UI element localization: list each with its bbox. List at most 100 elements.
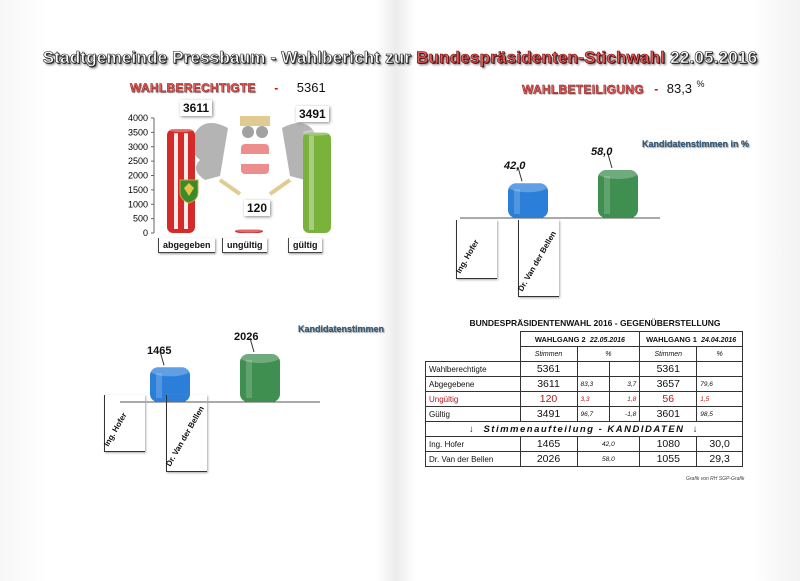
round2-diff: 1,8 bbox=[609, 391, 641, 407]
round1-votes: 56 bbox=[639, 391, 698, 407]
round2-pct: 3,3 bbox=[576, 391, 611, 407]
y-tick-label: 4000 bbox=[128, 113, 148, 123]
austrian-coat-of-arms-icon bbox=[191, 116, 319, 196]
chart-votes-title: Kandidatenstimmen bbox=[298, 324, 385, 334]
table-footer-note: Grafik von RH SGP-Grafik bbox=[686, 476, 745, 482]
y-tick-label: 3500 bbox=[128, 127, 148, 137]
table-row: Abgegebene 3611 83,3 3,7 3657 79,6 bbox=[425, 376, 743, 392]
eligible-separator: - bbox=[274, 81, 279, 95]
round2-votes-header: Stimmen bbox=[519, 346, 578, 362]
y-tick-label: 2000 bbox=[128, 171, 148, 181]
round2-pct: 96,7 bbox=[576, 406, 611, 422]
round1-pct: 29,3 bbox=[696, 451, 743, 467]
candidate-votes-chart bbox=[120, 337, 320, 403]
round2-votes: 1465 bbox=[519, 436, 578, 452]
y-tick-label: 1000 bbox=[128, 199, 148, 209]
round2-votes: 3611 bbox=[519, 376, 578, 392]
eligible-value: 5361 bbox=[296, 80, 326, 95]
table-header-row: WAHLGANG 2 22.05.2016 WAHLGANG 1 24.04.2… bbox=[426, 331, 743, 347]
y-tick-label: 1500 bbox=[128, 185, 148, 195]
round2-votes: 120 bbox=[519, 391, 578, 407]
round2-header: WAHLGANG 2 22.05.2016 bbox=[519, 331, 641, 347]
chart-pct-title: Kandidatenstimmen in % bbox=[642, 139, 750, 149]
value-label-ungültig: 120 bbox=[244, 200, 271, 216]
round2-diff: 3,7 bbox=[609, 376, 641, 392]
row-label: Gültig bbox=[425, 406, 521, 422]
title-part-3: 22.05.2016 bbox=[665, 48, 758, 68]
comparison-table-title: BUNDESPRÄSIDENTENWAHL 2016 - GEGENÜBERST… bbox=[469, 318, 721, 328]
round1-pct bbox=[696, 361, 743, 377]
turnout-unit: % bbox=[696, 79, 705, 89]
candidate-label: Ing. Hofer bbox=[425, 436, 521, 452]
turnout-label: WAHLBETEILIGUNG bbox=[522, 82, 644, 97]
category-frame-Ing. Hofer bbox=[456, 220, 497, 279]
value-label-gültig: 3491 bbox=[296, 106, 329, 122]
round1-votes: 3657 bbox=[639, 376, 698, 392]
y-tick-label: 3000 bbox=[128, 142, 148, 152]
round2-pct: 58,0 bbox=[576, 451, 641, 467]
candidate-row: Ing. Hofer 1465 42,0 1080 30,0 bbox=[425, 436, 743, 452]
row-label: Ungültig bbox=[425, 391, 521, 407]
bar-Dr. Van der Bellen bbox=[240, 337, 280, 402]
y-tick-label: 2500 bbox=[128, 156, 148, 166]
down-arrow-icon: ↓ bbox=[468, 423, 476, 435]
round2-votes: 2026 bbox=[519, 451, 578, 467]
candidates-section-title: ↓ Stimmenaufteilung - KANDIDATEN ↓ bbox=[425, 421, 743, 437]
round2-pct-header: % bbox=[576, 346, 641, 362]
municipal-shield-icon bbox=[179, 179, 199, 204]
value-label-Ing. Hofer: 42,0 bbox=[504, 160, 526, 172]
title-part-1: Stadtgemeinde Pressbaum - Wahlbericht zu… bbox=[42, 48, 417, 68]
row-label: Abgegebene bbox=[425, 376, 521, 392]
round1-pct: 79,6 bbox=[696, 376, 743, 392]
page-title: Stadtgemeinde Pressbaum - Wahlbericht zu… bbox=[0, 48, 800, 68]
round2-diff: -1,8 bbox=[609, 406, 641, 422]
category-label-gültig: gültig bbox=[288, 238, 322, 253]
round1-pct: 98,5 bbox=[696, 406, 743, 422]
round2-votes: 3491 bbox=[519, 406, 578, 422]
turnout-value: 83,3 bbox=[666, 81, 693, 97]
title-part-2: Bundespräsidenten-Stichwahl bbox=[416, 48, 666, 68]
round1-votes: 1055 bbox=[639, 451, 698, 467]
table-row: Gültig 3491 96,7 -1,8 3601 98,5 bbox=[425, 406, 743, 422]
eligible-label: WAHLBERECHTIGTE bbox=[130, 81, 256, 95]
table-row: Ungültig 120 3,3 1,8 56 1,5 bbox=[425, 391, 743, 407]
round1-header: WAHLGANG 1 24.04.2016 bbox=[639, 331, 743, 347]
y-tick-label: 500 bbox=[133, 214, 148, 224]
category-frame-Dr. Van der Bellen bbox=[518, 220, 559, 297]
round1-pct: 1,5 bbox=[696, 391, 743, 407]
candidate-row: Dr. Van der Bellen 2026 58,0 1055 29,3 bbox=[425, 451, 743, 467]
vote-totals-chart: 0 500 1000 1500 2000 2500 3000 3500 4000 bbox=[128, 113, 331, 238]
category-frame-Dr. Van der Bellen bbox=[166, 395, 207, 472]
y-tick-label: 0 bbox=[143, 228, 148, 238]
round2-pct: 83,3 bbox=[576, 376, 611, 392]
value-label-Dr. Van der Bellen: 2026 bbox=[234, 331, 259, 343]
value-label-Dr. Van der Bellen: 58,0 bbox=[591, 146, 613, 158]
bar-gültig bbox=[303, 129, 331, 233]
round1-pct-header: % bbox=[696, 346, 743, 362]
bar-Ing. Hofer bbox=[508, 167, 548, 218]
round2-diff bbox=[609, 361, 641, 377]
comparison-table: WAHLGANG 2 22.05.2016 WAHLGANG 1 24.04.2… bbox=[425, 331, 743, 467]
round2-pct: 42,0 bbox=[576, 436, 641, 452]
round1-pct: 30,0 bbox=[696, 436, 743, 452]
category-frame-Ing. Hofer bbox=[104, 395, 145, 452]
value-label-abgegeben: 3611 bbox=[180, 100, 213, 116]
candidate-pct-chart bbox=[460, 153, 660, 219]
turnout-kpi: WAHLBETEILIGUNG - 83,3 % bbox=[522, 79, 705, 98]
round1-votes: 5361 bbox=[639, 361, 698, 377]
round1-votes-header: Stimmen bbox=[639, 346, 698, 362]
turnout-separator: - bbox=[654, 82, 659, 97]
category-label-abgegeben: abgegeben bbox=[158, 238, 215, 253]
table-row: Wahlberechtigte 5361 5361 bbox=[425, 361, 743, 377]
round2-pct bbox=[576, 361, 611, 377]
eligible-kpi: WAHLBERECHTIGTE - 5361 bbox=[130, 79, 326, 97]
candidate-label: Dr. Van der Bellen bbox=[425, 451, 521, 467]
bar-Dr. Van der Bellen bbox=[598, 153, 638, 218]
row-label: Wahlberechtigte bbox=[425, 361, 521, 377]
table-subheader-row: Stimmen % Stimmen % bbox=[426, 346, 743, 362]
bar-Ing. Hofer bbox=[150, 351, 190, 402]
bar-ungültig bbox=[235, 226, 263, 233]
round1-votes: 1080 bbox=[639, 436, 698, 452]
value-label-Ing. Hofer: 1465 bbox=[147, 345, 172, 357]
